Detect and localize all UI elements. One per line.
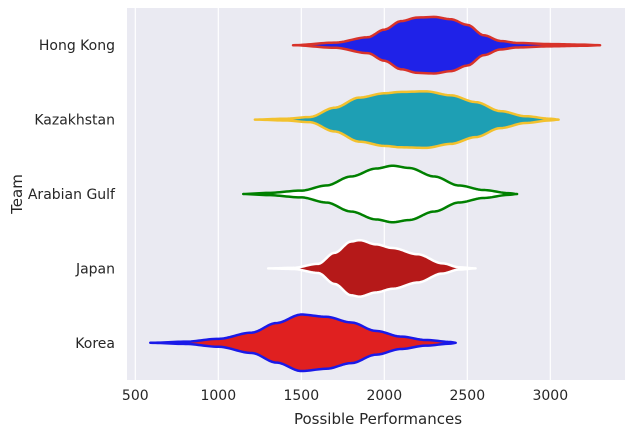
violin-hong-kong bbox=[291, 15, 602, 75]
x-axis-title: Possible Performances bbox=[294, 410, 462, 428]
y-tick-label: Japan bbox=[75, 261, 115, 277]
x-tick-label: 1000 bbox=[200, 388, 236, 404]
violin-japan bbox=[266, 238, 477, 298]
violin-kazakhstan bbox=[253, 90, 560, 150]
x-tick-label: 500 bbox=[122, 388, 149, 404]
x-tick-label: 1500 bbox=[283, 388, 319, 404]
x-tick-label: 2000 bbox=[366, 388, 402, 404]
violin-arabian-gulf bbox=[241, 164, 519, 224]
y-tick-label: Korea bbox=[75, 336, 115, 352]
y-tick-label: Kazakhstan bbox=[34, 113, 115, 129]
y-tick-label: Arabian Gulf bbox=[28, 187, 116, 203]
x-tick-labels: 500 1000 1500 2000 2500 3000 bbox=[122, 388, 568, 404]
y-axis-title: Team bbox=[8, 174, 26, 215]
violins bbox=[148, 15, 602, 373]
x-tick-label: 2500 bbox=[449, 388, 485, 404]
y-tick-labels: Hong Kong Kazakhstan Arabian Gulf Japan Kore… bbox=[28, 38, 116, 352]
y-tick-label: Hong Kong bbox=[39, 38, 115, 54]
x-tick-label: 3000 bbox=[532, 388, 568, 404]
violin-korea bbox=[148, 313, 457, 373]
